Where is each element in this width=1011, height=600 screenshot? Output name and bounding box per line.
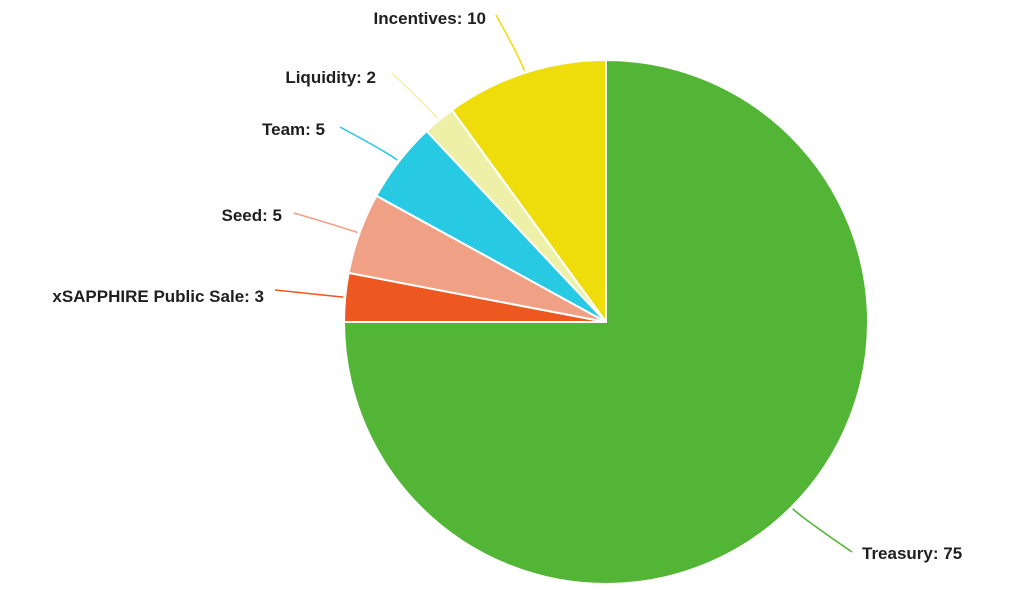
slices-layer: [343, 59, 869, 585]
leader-line-liquidity: [391, 72, 439, 120]
label-liquidity: Liquidity: 2: [285, 68, 376, 87]
leader-line-incentives: [495, 14, 526, 72]
label-treasury: Treasury: 75: [862, 544, 962, 563]
slice-incentives: [451, 59, 607, 323]
leader-line-treasury: [792, 508, 853, 553]
label-xsapphire-public-sale: xSAPPHIRE Public Sale: 3: [52, 287, 264, 306]
label-team: Team: 5: [262, 120, 325, 139]
leader-line-seed: [293, 212, 358, 234]
slice-treasury: [343, 59, 869, 585]
label-incentives: Incentives: 10: [374, 9, 486, 28]
labels-layer: Treasury: 75 xSAPPHIRE Public Sale: 3 Se…: [52, 9, 962, 563]
leaders-layer: [274, 14, 853, 553]
leader-line-xsapphire-public-sale: [274, 289, 344, 298]
label-seed: Seed: 5: [222, 206, 282, 225]
leader-line-team: [339, 126, 398, 161]
